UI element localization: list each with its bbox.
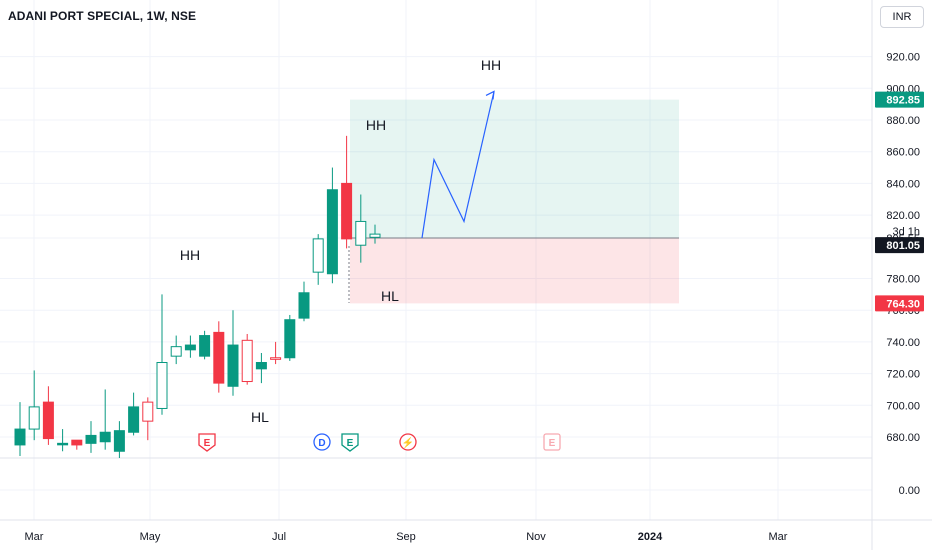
pattern-label: HH	[180, 247, 200, 263]
time-axis-label: Mar	[25, 531, 44, 543]
event-marker-label: E	[347, 438, 354, 449]
candle-body	[14, 428, 26, 446]
event-marker	[341, 433, 359, 452]
candle-body	[71, 439, 83, 446]
price-axis-tick-label: 780.00	[886, 274, 920, 286]
pattern-label: HH	[366, 117, 386, 133]
candle-body	[270, 357, 282, 360]
price-axis-tick-label: 920.00	[886, 52, 920, 64]
price-badge-label: 801.05	[886, 240, 920, 252]
pattern-label: HL	[251, 409, 269, 425]
candle-body	[298, 292, 310, 319]
projection-arrowhead	[485, 90, 495, 100]
countdown-label: 3d 1h	[892, 226, 920, 238]
candle-body	[142, 401, 154, 422]
price-axis-tick-label: 820.00	[886, 210, 920, 222]
event-marker-label: D	[318, 438, 325, 449]
candle-body	[199, 335, 211, 357]
candle-body	[255, 362, 267, 370]
pattern-label: HH	[481, 57, 501, 73]
candle-body	[312, 238, 324, 273]
price-axis-tick-label: 680.00	[886, 432, 920, 444]
price-axis-tick-label: 880.00	[886, 115, 920, 127]
candle-body	[99, 431, 111, 443]
price-badge	[875, 295, 924, 312]
candle-body	[284, 319, 296, 359]
price-axis-tick-label: 860.00	[886, 147, 920, 159]
candle-body	[227, 344, 239, 387]
time-axis-label: Jul	[272, 531, 286, 543]
pattern-label: HL	[381, 288, 399, 304]
price-badge-label: 764.30	[886, 298, 920, 310]
time-axis-label: Sep	[396, 531, 416, 543]
price-badge	[875, 91, 924, 108]
event-marker-label: E	[204, 438, 211, 449]
price-badge	[875, 237, 924, 254]
projection-line	[421, 91, 495, 239]
symbol-title: ADANI PORT SPECIAL, 1W, NSE	[8, 9, 197, 23]
price-badge-label: 892.85	[886, 95, 920, 107]
candle-body	[85, 434, 97, 444]
time-axis-label: May	[140, 531, 161, 543]
event-marker	[198, 433, 216, 452]
event-marker	[399, 433, 417, 451]
time-axis-label: Mar	[769, 531, 788, 543]
price-axis-tick-label: 840.00	[886, 178, 920, 190]
event-marker-label: E	[549, 438, 556, 449]
candle-body	[156, 362, 168, 409]
candle-body	[170, 346, 182, 357]
candle-body	[341, 182, 353, 240]
loss-zone	[350, 238, 679, 304]
price-axis-tick-label: 740.00	[886, 337, 920, 349]
currency-button[interactable]: INR	[880, 6, 924, 28]
price-axis-tick-label: 0.00	[899, 485, 920, 497]
candle-body	[28, 406, 40, 430]
time-axis-label: Nov	[526, 531, 546, 543]
candle-body	[57, 442, 69, 446]
event-marker	[313, 433, 331, 451]
candle-body	[326, 189, 338, 275]
event-marker-label: ⚡	[402, 436, 414, 449]
candle-body	[113, 430, 125, 452]
candle-body	[241, 339, 253, 383]
candle-body	[128, 406, 140, 433]
candle-body	[42, 401, 54, 440]
candle-body	[369, 233, 381, 238]
time-axis-label: 2024	[638, 531, 663, 543]
candle-body	[213, 331, 225, 384]
profit-zone	[350, 99, 679, 239]
candle-body	[355, 220, 367, 246]
candle-body	[184, 344, 196, 351]
price-axis-tick-label: 720.00	[886, 369, 920, 381]
price-axis-tick-label: 700.00	[886, 400, 920, 412]
event-marker	[543, 433, 561, 451]
